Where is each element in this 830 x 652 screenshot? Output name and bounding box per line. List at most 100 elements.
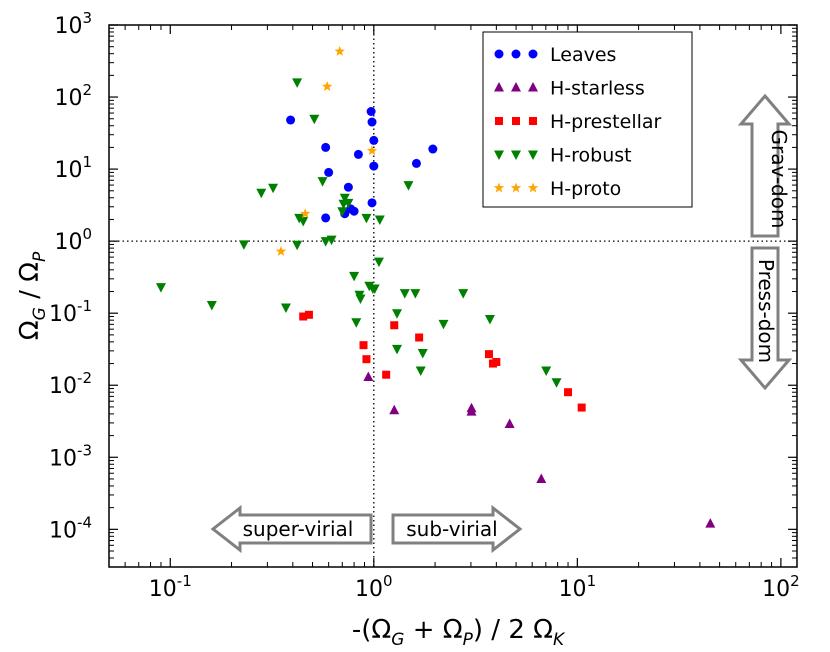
data-point [324, 167, 334, 177]
data-point [334, 45, 345, 56]
y-tick-label: 10-3 [49, 441, 92, 471]
data-point [359, 341, 368, 350]
sub-virial-arrow [391, 504, 523, 554]
data-point [299, 312, 308, 321]
data-point [321, 142, 331, 152]
data-point [309, 114, 320, 125]
super-virial-arrow [210, 504, 373, 554]
data-point [492, 358, 501, 367]
series-h-proto [275, 45, 378, 256]
legend-marker [494, 82, 504, 92]
data-point [367, 117, 377, 127]
data-point [428, 144, 438, 154]
data-point [410, 289, 421, 299]
legend-marker [528, 150, 538, 160]
y-tick-label: 10-4 [49, 513, 92, 543]
y-tick-label: 101 [54, 153, 92, 183]
data-point [458, 289, 469, 299]
data-point [206, 300, 217, 311]
data-point [275, 245, 287, 256]
legend-marker [494, 49, 504, 59]
y-tick-label: 10-2 [49, 369, 92, 399]
data-point [390, 321, 399, 330]
series-leaves [286, 107, 438, 223]
y-tick-label: 100 [54, 225, 92, 255]
data-points [155, 45, 716, 528]
data-point [374, 215, 385, 225]
legend-entry: H-starless [494, 78, 645, 100]
legend-marker [527, 182, 539, 193]
data-point [564, 388, 573, 397]
legend-marker [512, 117, 520, 125]
data-point [551, 378, 562, 388]
press-dom-arrow [737, 246, 793, 391]
data-point [349, 271, 360, 282]
data-point [536, 473, 547, 483]
data-point [541, 366, 552, 377]
data-point [299, 208, 311, 219]
data-point [367, 198, 377, 208]
legend-entry: H-proto [493, 178, 621, 200]
legend-marker [495, 117, 503, 125]
data-point [373, 257, 384, 268]
legend-entry: Leaves [494, 44, 616, 66]
plot-frame [108, 24, 798, 568]
data-point [238, 240, 249, 250]
data-point [389, 404, 400, 415]
axis-ticks [109, 24, 797, 568]
y-tick-label: 10-1 [49, 297, 92, 327]
super-virial-label: super-virial [243, 517, 354, 541]
x-axis-title: -(ΩG + ΩP) / 2 ΩK [352, 615, 566, 650]
x-tick-label: 100 [355, 572, 393, 602]
data-point [369, 284, 380, 295]
press-dom-label: Press-dom [754, 259, 778, 363]
series-h-robust [155, 78, 562, 388]
series-h-starless [363, 371, 716, 528]
legend-marker [510, 182, 522, 193]
x-tick-label: 10-1 [149, 572, 192, 602]
legend-marker [528, 49, 538, 59]
data-point [321, 213, 331, 223]
data-point [343, 182, 353, 192]
data-point [155, 283, 166, 293]
data-point [292, 240, 303, 251]
data-point [411, 158, 421, 168]
series-h-prestellar [299, 310, 586, 412]
legend-marker [493, 182, 505, 193]
data-point [484, 350, 493, 359]
data-point [256, 188, 267, 199]
data-point [286, 115, 296, 125]
data-point [280, 303, 291, 313]
y-tick-label: 103 [54, 9, 92, 39]
data-point [353, 149, 363, 159]
legend-label: H-prestellar [550, 111, 662, 133]
legend-marker [511, 82, 521, 92]
data-point [349, 206, 359, 216]
tick-labels: 10-1 100 101 102 10-4 10-3 10-2 10-1 100 101 102 10… [49, 9, 800, 602]
sub-virial-label: sub-virial [406, 517, 497, 541]
data-point [382, 370, 391, 379]
data-point [339, 193, 350, 204]
data-point [484, 315, 495, 325]
data-point [320, 237, 331, 247]
data-point [343, 198, 354, 209]
legend-label: Leaves [550, 44, 616, 66]
data-point [355, 294, 366, 304]
x-tick-label: 101 [559, 572, 597, 602]
data-point [363, 371, 374, 382]
data-point [298, 217, 309, 227]
data-point [369, 135, 379, 145]
grav-dom-arrow [737, 93, 793, 238]
data-point [392, 309, 403, 319]
data-point [466, 406, 477, 416]
legend-entry: H-prestellar [495, 111, 662, 133]
data-point [415, 366, 426, 377]
data-point [392, 344, 403, 355]
data-point [366, 107, 376, 117]
x-tick-label: 102 [762, 572, 800, 602]
legend-label: H-proto [550, 178, 621, 200]
data-point [366, 145, 378, 156]
data-point [438, 319, 449, 330]
data-point [705, 518, 716, 528]
press-dom-annotation: Press-dom [737, 246, 793, 391]
